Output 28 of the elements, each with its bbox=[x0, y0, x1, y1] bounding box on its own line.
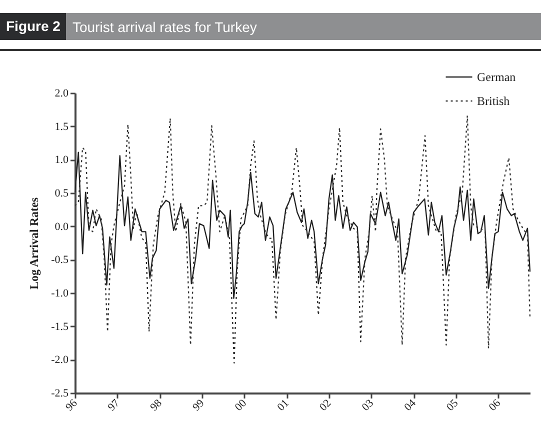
x-tick-label: 03 bbox=[360, 396, 376, 414]
line-series bbox=[74, 152, 531, 299]
x-tick-label: 06 bbox=[486, 396, 504, 414]
y-tick-label: -2.0 bbox=[51, 354, 69, 366]
x-tick-label: 97 bbox=[106, 396, 122, 414]
y-tick-label: 0.5 bbox=[54, 188, 69, 200]
y-axis-title: Log Arrival Rates bbox=[27, 197, 42, 290]
y-tick-label: -2.5 bbox=[51, 388, 69, 400]
x-tick-label: 02 bbox=[317, 397, 334, 414]
x-tick-label: 04 bbox=[402, 396, 419, 414]
x-tick-label: 05 bbox=[444, 396, 462, 414]
x-tick-label: 01 bbox=[275, 397, 292, 414]
y-tick-label: 1.0 bbox=[54, 154, 69, 166]
x-tick-label: 98 bbox=[148, 396, 165, 414]
y-tick-label: -1.5 bbox=[51, 320, 69, 333]
y-tick-label: 2.0 bbox=[54, 88, 69, 100]
x-tick-label: 99 bbox=[190, 396, 208, 414]
y-tick-label: -1.0 bbox=[51, 288, 69, 300]
chart-subtitle: Figure 2 bbox=[0, 13, 66, 40]
x-tick-label: 96 bbox=[63, 396, 80, 414]
chart-title: Tourist arrival rates for Turkey bbox=[71, 18, 257, 34]
y-tick-label: 1.5 bbox=[54, 120, 69, 133]
x-tick-label: 00 bbox=[232, 396, 250, 414]
legend-label: German bbox=[477, 70, 516, 84]
line-series bbox=[74, 115, 531, 364]
y-tick-label: 0.0 bbox=[54, 220, 69, 233]
y-tick-label: -0.5 bbox=[51, 254, 69, 266]
legend-label: British bbox=[477, 94, 510, 108]
